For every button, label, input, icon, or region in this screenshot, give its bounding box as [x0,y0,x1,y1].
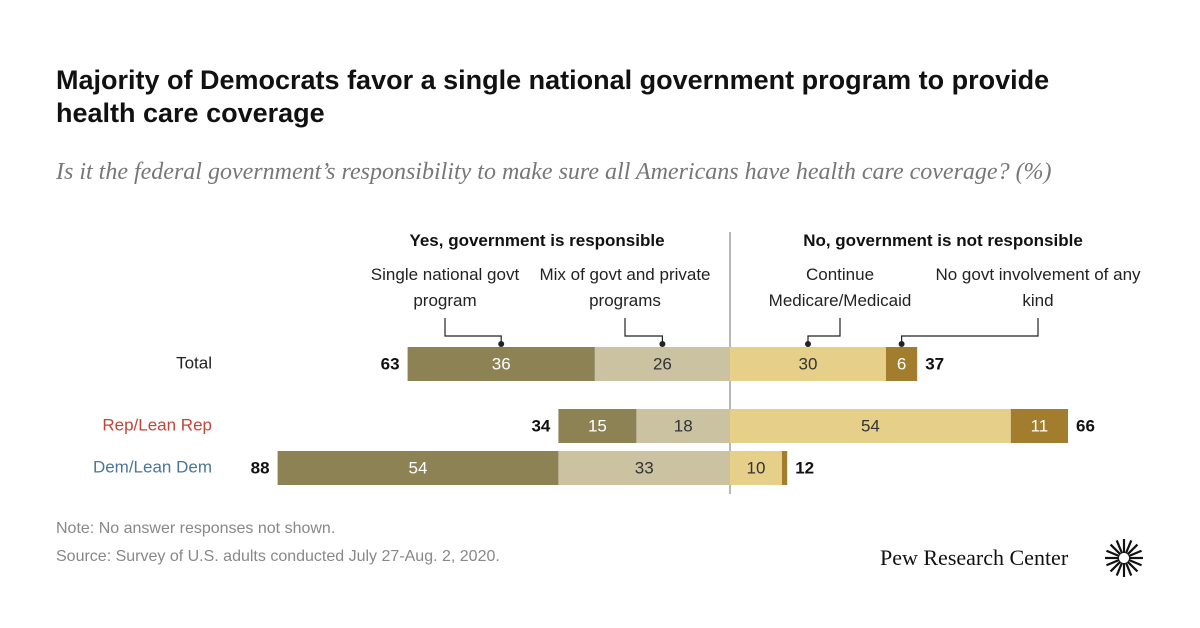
total-label: 63 [381,354,400,373]
pointer [624,318,663,344]
value-label: 54 [861,416,880,435]
value-label: 18 [674,416,693,435]
pointer-dot [805,341,811,347]
note: Note: No answer responses not shown. [56,520,336,537]
total-label: 66 [1076,416,1095,435]
chart-title: Majority of Democrats favor a single nat… [56,65,1050,128]
logo-ray [1124,540,1133,554]
logo-ray [1109,543,1122,556]
bar-segment [636,409,730,443]
total-label: 12 [795,458,814,477]
pointer [807,318,841,344]
bar-segment [277,451,559,485]
logo-ray [1115,540,1124,554]
bar-segment [558,409,637,443]
total-label: 88 [251,458,270,477]
group-label: Yes, government is responsible [409,231,665,250]
bar-segment [594,347,730,381]
category-label: Total [176,353,212,372]
pointer-dot [659,341,666,347]
legend-label: Mix of govt and private programs [539,265,711,310]
logo-ray [1128,558,1142,567]
value-label: 10 [747,458,766,477]
group-label: No, government is not responsible [803,231,1083,250]
value-label: 33 [635,458,654,477]
bar-segment [1010,409,1068,443]
bar-segment [730,451,782,485]
bar-segment [407,347,595,381]
chart-subtitle: Is it the federal government’s responsib… [56,159,1052,185]
logo-ray [1126,543,1139,556]
logo-ray [1109,560,1122,573]
category-label: Rep/Lean Rep [102,415,212,434]
legend-label: Continue Medicare/Medicaid [768,265,912,310]
value-label: 36 [492,354,511,373]
pointer-dot [498,341,505,347]
logo-ray [1128,549,1142,558]
bar-segment [730,409,1011,443]
pointer [901,318,1039,344]
bar-segment [558,451,730,485]
value-label: 26 [653,354,672,373]
value-label: 15 [588,416,607,435]
legend-label: Single national govt program [370,265,520,310]
category-label: Dem/Lean Dem [93,457,212,476]
logo-ray [1124,562,1133,576]
pointer [444,318,502,344]
bar-segment [782,451,788,485]
logo-ray [1115,562,1124,576]
pointer-dot [898,341,905,347]
logo-ray [1126,560,1139,573]
total-label: 34 [531,416,550,435]
value-label: 30 [799,354,818,373]
bar-segment [886,347,918,381]
logo-ray [1106,558,1120,567]
value-label: 11 [1031,416,1049,435]
logo [1105,539,1143,577]
logo-ray [1106,549,1120,558]
brand: Pew Research Center [880,545,1069,570]
bar-segment [730,347,886,381]
source: Source: Survey of U.S. adults conducted … [56,548,500,565]
total-label: 37 [925,354,944,373]
value-label: 54 [409,458,428,477]
value-label: 6 [897,354,906,373]
legend-label: No govt involvement of any kind [935,265,1141,310]
